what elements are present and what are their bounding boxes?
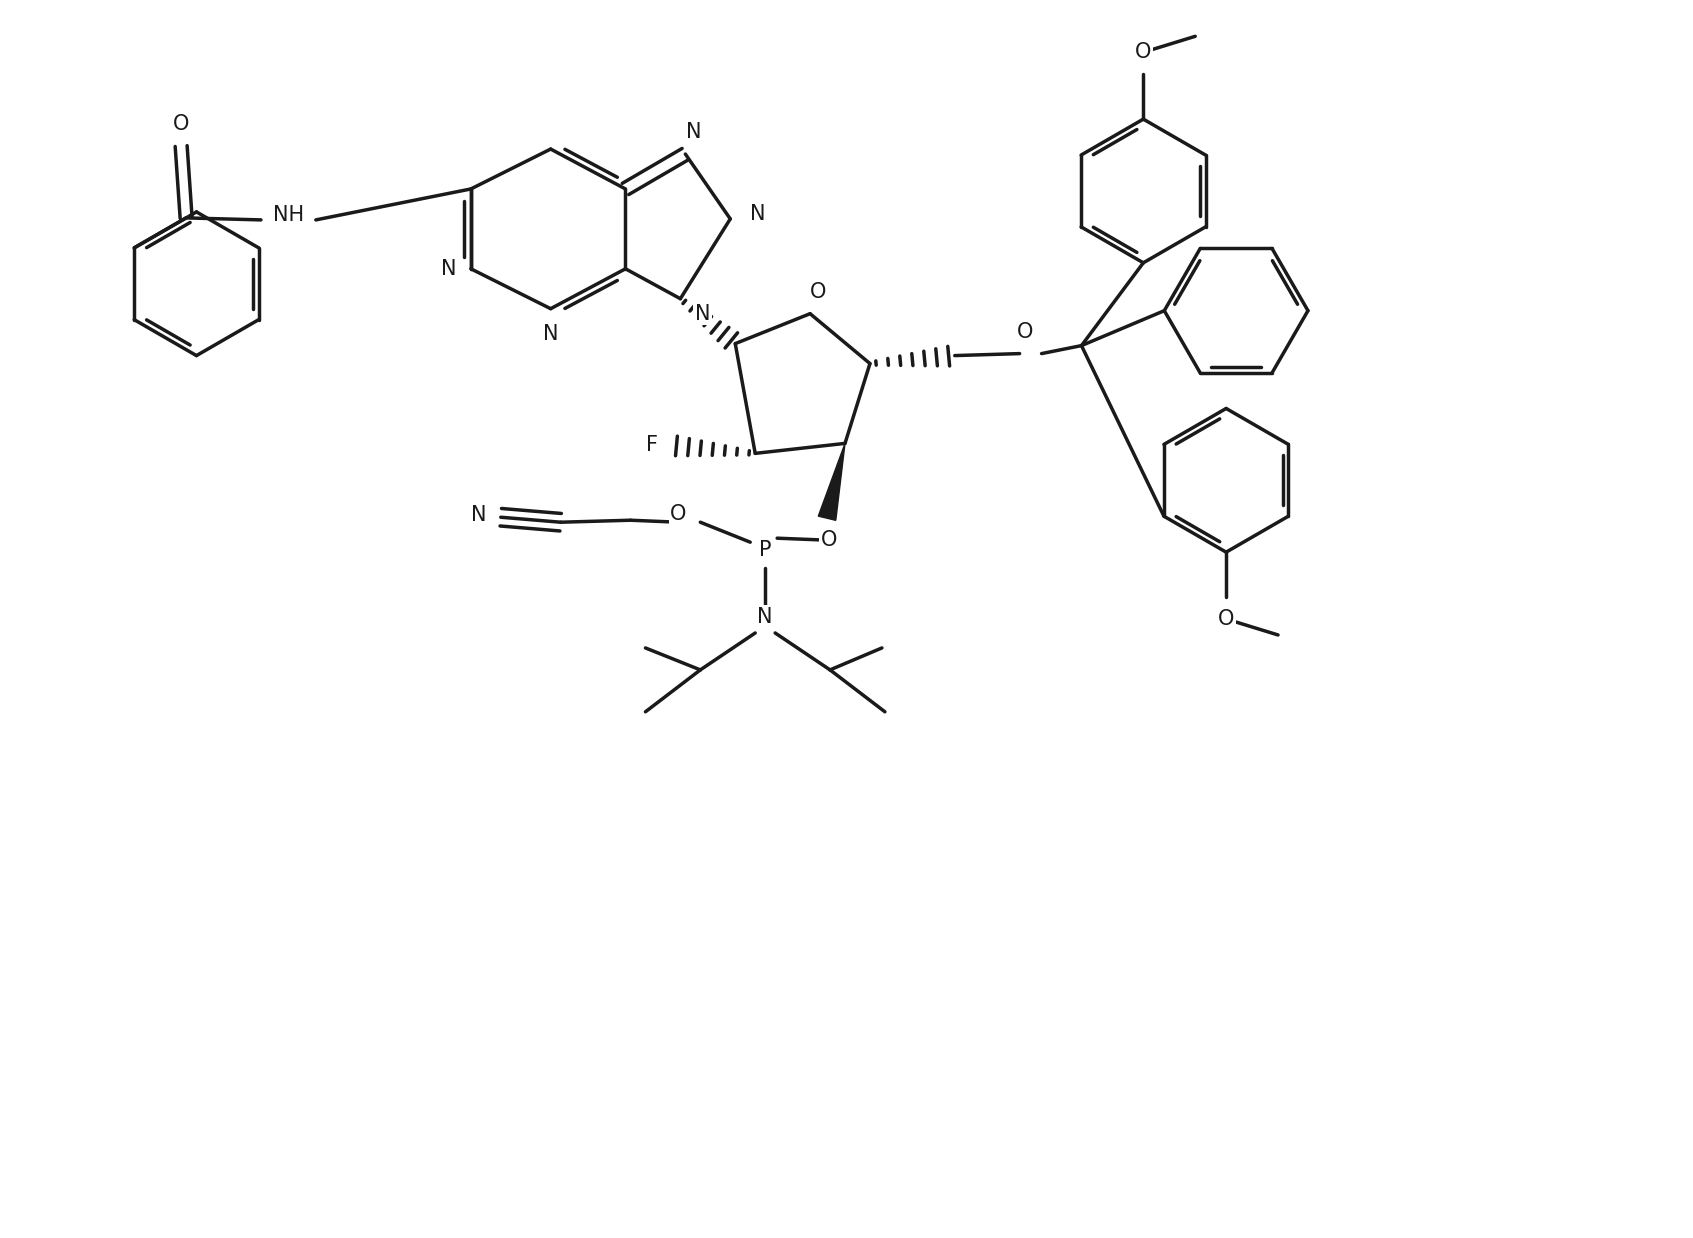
Text: O: O bbox=[173, 114, 190, 134]
Polygon shape bbox=[818, 443, 845, 520]
Text: P: P bbox=[758, 540, 772, 560]
Text: O: O bbox=[1217, 609, 1234, 629]
Text: N: N bbox=[757, 607, 774, 626]
Text: N: N bbox=[694, 303, 709, 323]
Text: N: N bbox=[442, 259, 457, 279]
Text: N: N bbox=[686, 123, 701, 142]
Text: O: O bbox=[821, 530, 838, 550]
Text: NH: NH bbox=[273, 206, 305, 225]
Text: O: O bbox=[809, 282, 826, 302]
Text: O: O bbox=[670, 504, 687, 524]
Text: O: O bbox=[1134, 42, 1151, 62]
Text: N: N bbox=[750, 204, 765, 224]
Text: F: F bbox=[647, 436, 659, 456]
Text: N: N bbox=[543, 323, 559, 344]
Text: N: N bbox=[471, 505, 486, 525]
Text: O: O bbox=[1016, 322, 1033, 342]
